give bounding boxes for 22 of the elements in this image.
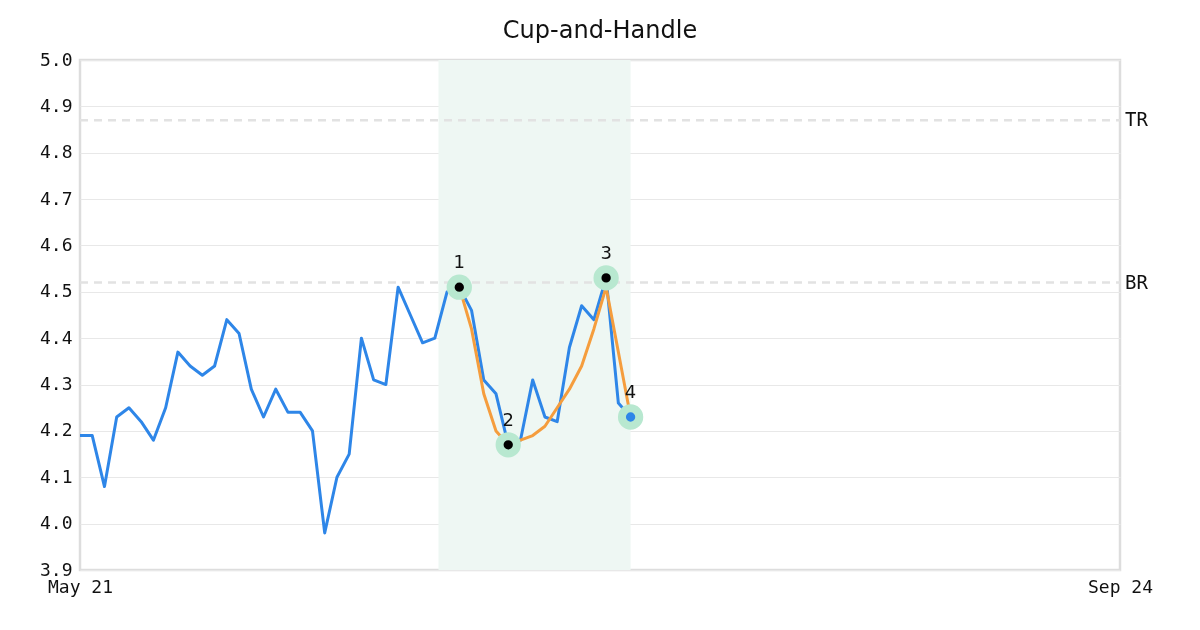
y-tick-label: 5.0 (39, 48, 73, 70)
chart-title: Cup-and-Handle (502, 16, 698, 44)
y-tick-label: 4.3 (39, 373, 73, 395)
y-tick-label: 4.8 (39, 141, 73, 163)
y-tick-label: 4.1 (39, 465, 73, 487)
y-tick-label: 4.9 (39, 94, 73, 116)
annotation: 1 (453, 251, 466, 273)
annotation: 2 (502, 408, 514, 430)
annotation: 3 (600, 241, 612, 263)
y-tick-label: 4.2 (39, 419, 73, 441)
x-tick-label: Sep 24 (1087, 575, 1154, 597)
point (495, 432, 521, 458)
ref-line-label: TR (1125, 108, 1149, 131)
y-tick-label: 4.7 (39, 187, 73, 209)
point (617, 404, 644, 430)
y-tick-label: 4.6 (39, 233, 73, 255)
point (593, 265, 619, 291)
point (446, 274, 472, 300)
ref-line-label: BR (1125, 270, 1149, 293)
y-tick-label: 4.4 (39, 326, 73, 348)
y-tick-label: 4.5 (39, 280, 73, 302)
y-tick-label: 4.0 (39, 512, 73, 534)
